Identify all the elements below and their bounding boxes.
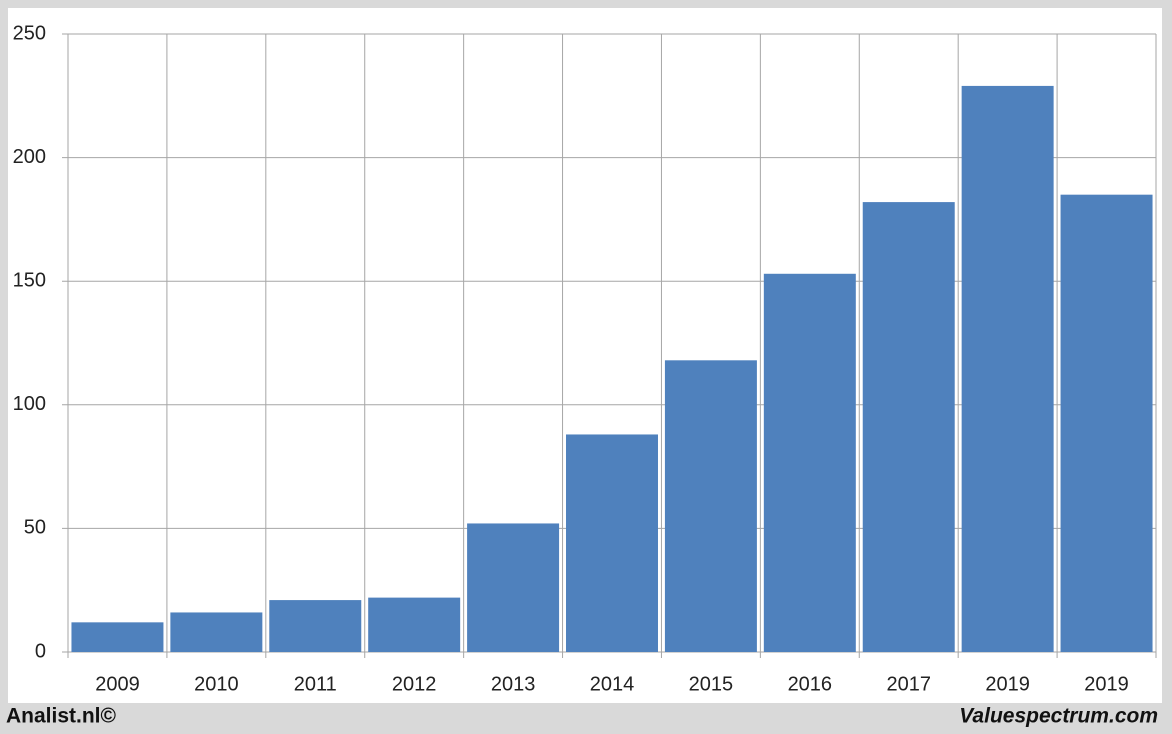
y-tick-label: 100	[13, 393, 46, 415]
bar	[961, 85, 1054, 653]
x-tick-label: 2012	[392, 673, 437, 695]
x-tick-label: 2015	[689, 673, 734, 695]
y-tick-label: 0	[35, 640, 46, 662]
bar	[170, 612, 263, 652]
bar	[566, 434, 658, 652]
bar	[763, 273, 856, 652]
x-tick-label: 2017	[886, 673, 931, 695]
bar	[71, 622, 164, 652]
x-tick-label: 2016	[788, 673, 833, 695]
x-tick-label: 2013	[491, 673, 536, 695]
footer-right: Valuespectrum.com	[959, 705, 1158, 728]
bar	[467, 523, 560, 652]
bar	[1060, 194, 1153, 652]
x-tick-label: 2019	[985, 673, 1030, 695]
x-tick-label: 2009	[95, 673, 140, 695]
y-tick-label: 50	[24, 517, 46, 539]
x-tick-label: 2014	[590, 673, 635, 695]
x-tick-label: 2011	[294, 673, 337, 695]
y-tick-label: 250	[13, 22, 46, 44]
y-tick-label: 150	[13, 269, 46, 291]
bar	[368, 597, 461, 652]
y-tick-label: 200	[13, 146, 46, 168]
footer-left: Analist.nl©	[6, 705, 117, 728]
bar	[664, 360, 757, 652]
bar	[862, 202, 955, 652]
bar	[269, 600, 362, 652]
x-tick-label: 2010	[194, 673, 239, 695]
x-tick-label: 2019	[1084, 673, 1129, 695]
